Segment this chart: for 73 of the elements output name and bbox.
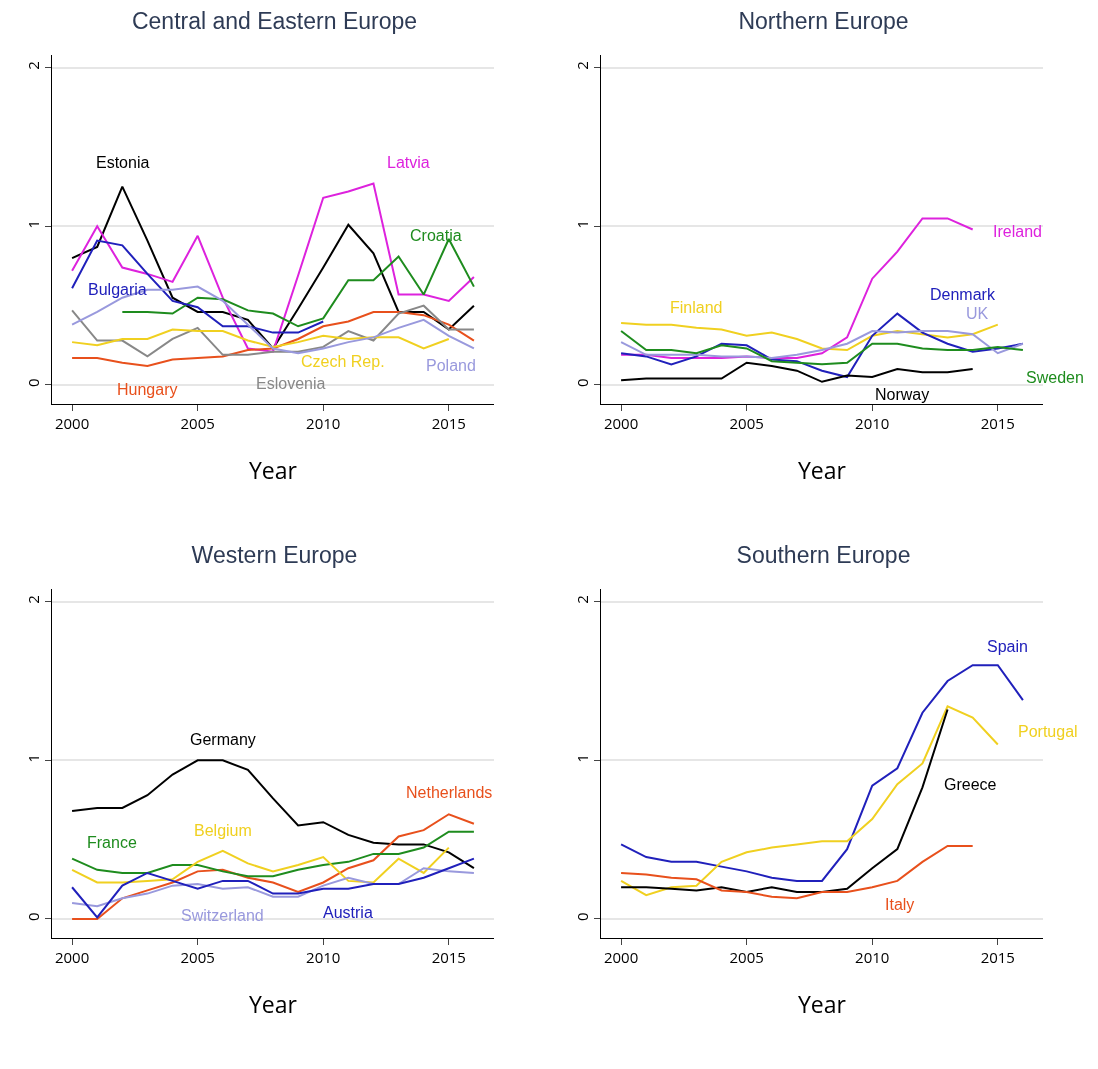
series-label: Spain <box>987 638 1028 655</box>
x-tick-label: 2015 <box>980 947 1015 967</box>
series-label: Switzerland <box>181 907 264 924</box>
y-tick-label: 0 <box>23 912 43 921</box>
y-tick-label: 0 <box>23 378 43 387</box>
y-tick-label: 2 <box>572 595 592 604</box>
series-label: Eslovenia <box>256 375 326 392</box>
series-label: Hungary <box>117 381 178 398</box>
y-tick-label: 1 <box>23 219 43 229</box>
x-tick-label: 2005 <box>729 413 764 433</box>
x-tick-label: 2010 <box>306 413 341 433</box>
line-series <box>620 322 999 352</box>
line-series <box>620 361 974 383</box>
chart-title: Northern Europe <box>738 8 909 35</box>
series-label: Portugal <box>1018 723 1078 740</box>
series-label: France <box>87 834 137 851</box>
x-tick-label: 2010 <box>306 947 341 967</box>
x-tick-label: 2005 <box>180 413 215 433</box>
x-tick-label: 2000 <box>603 947 639 967</box>
x-tick-label: 2010 <box>855 413 890 433</box>
y-tick-label: 2 <box>23 595 43 604</box>
x-tick-label: 2000 <box>54 947 90 967</box>
x-tick-label: 2015 <box>431 413 466 433</box>
line-series <box>620 330 1024 366</box>
chart-title: Western Europe <box>191 542 358 569</box>
x-tick-label: 2000 <box>54 413 90 433</box>
y-tick-label: 1 <box>572 753 592 763</box>
line-series <box>620 330 1024 359</box>
y-tick-label: 2 <box>23 61 43 70</box>
x-axis-title: Year <box>798 987 847 1020</box>
x-axis-title: Year <box>798 453 847 486</box>
line-series <box>71 813 475 920</box>
y-tick-label: 0 <box>572 378 592 387</box>
y-tick-label: 1 <box>572 219 592 229</box>
series-label: Poland <box>426 357 476 374</box>
line-series <box>71 867 475 908</box>
x-axis-title: Year <box>249 987 298 1020</box>
chart-title: Southern Europe <box>736 542 911 569</box>
series-label: Norway <box>875 386 930 403</box>
series-label: Sweden <box>1026 369 1084 386</box>
chart-title: Central and Eastern Europe <box>131 8 418 35</box>
x-tick-label: 2015 <box>431 947 466 967</box>
line-series <box>71 846 450 884</box>
x-tick-label: 2005 <box>180 947 215 967</box>
line-series <box>71 239 325 334</box>
line-series <box>620 705 999 897</box>
y-tick-label: 1 <box>23 753 43 763</box>
x-tick-label: 2015 <box>980 413 1015 433</box>
series-label: Denmark <box>930 286 996 303</box>
x-axis-title: Year <box>249 453 298 486</box>
y-tick-label: 2 <box>572 61 592 70</box>
series-label: Netherlands <box>406 784 493 801</box>
x-tick-label: 2010 <box>855 947 890 967</box>
line-series <box>71 857 475 919</box>
series-label: Greece <box>944 776 997 793</box>
line-series <box>71 328 450 350</box>
line-series <box>620 844 974 900</box>
line-series <box>71 285 475 355</box>
series-label: Finland <box>670 299 723 316</box>
series-label: Germany <box>190 731 256 748</box>
x-tick-label: 2000 <box>603 413 639 433</box>
series-label: Austria <box>323 904 373 921</box>
series-label: UK <box>966 305 989 322</box>
x-tick-label: 2005 <box>729 947 764 967</box>
series-label: Croatia <box>410 227 462 244</box>
series-label: Italy <box>885 896 915 913</box>
series-label: Latvia <box>387 154 430 171</box>
series-label: Bulgaria <box>88 281 147 298</box>
series-label: Estonia <box>96 154 150 171</box>
y-tick-label: 0 <box>572 912 592 921</box>
series-label: Ireland <box>993 223 1042 240</box>
series-label: Czech Rep. <box>301 353 385 370</box>
series-label: Belgium <box>194 822 252 839</box>
